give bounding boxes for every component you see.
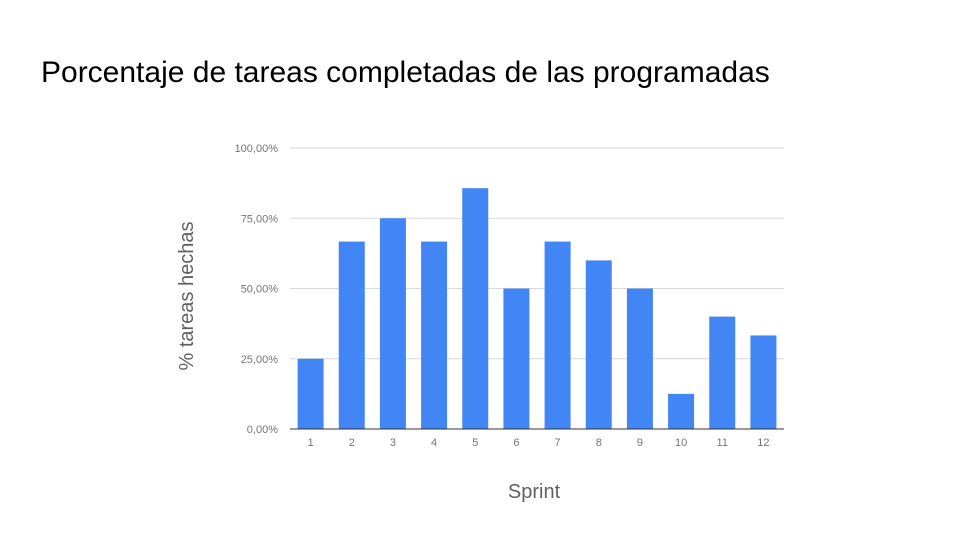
y-tick-label: 100,00%: [235, 143, 279, 155]
x-tick-label: 2: [349, 437, 355, 449]
bar-sprint-7: [544, 241, 571, 429]
x-tick-label: 5: [472, 437, 478, 449]
y-tick-label: 75,00%: [241, 213, 279, 225]
bar-sprint-4: [421, 241, 448, 429]
x-axis-title: Sprint: [508, 481, 561, 503]
x-tick-label: 12: [757, 437, 769, 449]
bar-sprint-5: [462, 188, 489, 429]
y-axis-title: % tareas hechas: [176, 222, 198, 371]
x-tick-label: 1: [308, 437, 314, 449]
x-tick-label: 11: [717, 437, 728, 449]
x-tick-label: 6: [513, 437, 519, 449]
bar-sprint-9: [626, 288, 653, 429]
x-tick-label: 10: [675, 437, 687, 449]
y-tick-label: 0,00%: [247, 424, 278, 436]
bar-sprint-8: [585, 260, 612, 429]
x-tick-label: 8: [596, 437, 602, 449]
y-axis-ticks: 0,00% 25,00% 50,00% 75,00% 100,00%: [235, 143, 279, 436]
gridlines: [290, 147, 784, 360]
bar-sprint-1: [297, 358, 324, 429]
bar-sprint-10: [668, 393, 695, 429]
slide-title: Porcentaje de tareas completadas de las …: [41, 56, 770, 89]
x-axis-ticks: 1 2 3 4 5 6 7 8 9 10 11 12: [308, 437, 770, 449]
y-tick-label: 50,00%: [241, 284, 279, 296]
x-tick-label: 7: [555, 437, 561, 449]
bar-sprint-12: [750, 335, 777, 429]
bar-sprint-3: [379, 218, 406, 429]
bar-sprint-6: [503, 288, 530, 429]
x-tick-label: 3: [390, 437, 396, 449]
y-tick-label: 25,00%: [241, 354, 279, 366]
bars: [297, 188, 777, 429]
bar-sprint-11: [709, 316, 736, 429]
x-tick-label: 4: [431, 437, 437, 449]
x-tick-label: 9: [637, 437, 643, 449]
bar-sprint-2: [338, 241, 365, 429]
